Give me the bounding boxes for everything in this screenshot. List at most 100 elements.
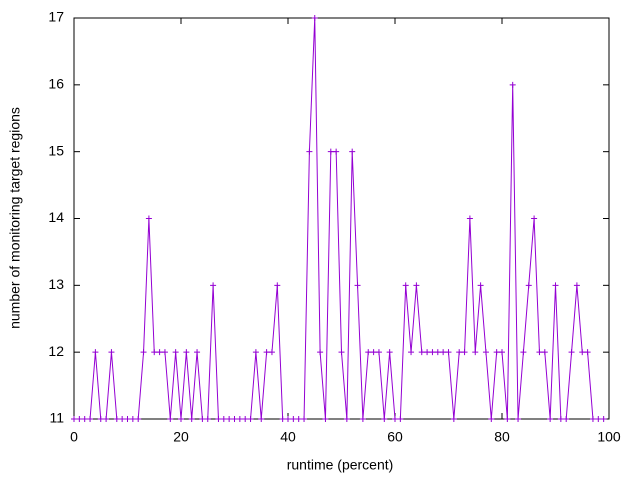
x-tick-label: 80 xyxy=(494,429,510,445)
point-marker xyxy=(600,416,607,422)
point-marker xyxy=(71,416,77,422)
point-marker xyxy=(178,416,184,422)
point-marker xyxy=(579,349,586,356)
point-marker xyxy=(584,349,591,356)
point-marker xyxy=(215,416,222,422)
point-marker xyxy=(595,416,602,422)
x-tick-label: 100 xyxy=(597,429,621,445)
point-marker xyxy=(279,416,286,422)
point-marker xyxy=(140,349,147,356)
point-marker xyxy=(108,349,115,356)
x-tick-label: 20 xyxy=(173,429,189,445)
y-axis-label: number of monitoring target regions xyxy=(7,107,23,329)
y-tick-label: 15 xyxy=(48,142,64,158)
point-marker xyxy=(87,416,94,422)
point-marker xyxy=(343,416,350,422)
point-marker xyxy=(263,349,270,356)
point-marker xyxy=(327,148,334,155)
point-marker xyxy=(370,349,377,356)
point-marker xyxy=(161,349,168,356)
point-marker xyxy=(509,81,516,88)
point-marker xyxy=(92,349,99,356)
point-marker xyxy=(472,349,479,356)
point-marker xyxy=(247,416,254,422)
point-marker xyxy=(499,349,505,356)
point-marker xyxy=(402,282,409,289)
point-marker xyxy=(220,416,227,422)
point-marker xyxy=(231,416,238,422)
point-marker xyxy=(424,349,431,356)
point-marker xyxy=(199,416,206,422)
point-marker xyxy=(386,349,393,356)
point-marker xyxy=(365,349,372,356)
point-marker xyxy=(129,416,136,422)
point-marker xyxy=(124,416,131,422)
point-marker xyxy=(515,416,522,422)
point-marker xyxy=(525,282,532,289)
point-marker xyxy=(268,349,275,356)
point-marker xyxy=(135,416,142,422)
point-marker xyxy=(97,416,104,422)
point-marker xyxy=(210,282,217,289)
point-marker xyxy=(274,282,281,289)
point-marker xyxy=(103,416,110,422)
point-marker xyxy=(183,349,190,356)
point-marker xyxy=(333,148,340,155)
y-tick-label: 13 xyxy=(48,276,64,292)
point-marker xyxy=(450,416,457,422)
point-marker xyxy=(397,416,404,422)
point-marker xyxy=(541,349,548,356)
point-marker xyxy=(568,349,575,356)
point-marker xyxy=(573,282,580,289)
point-marker xyxy=(306,148,313,155)
point-marker xyxy=(258,416,265,422)
point-marker xyxy=(167,416,174,422)
point-marker xyxy=(236,416,243,422)
point-marker xyxy=(466,215,473,222)
point-marker xyxy=(156,349,163,356)
y-tick-label: 17 xyxy=(48,9,64,25)
point-marker xyxy=(145,215,152,222)
point-marker xyxy=(242,416,249,422)
y-tick-label: 16 xyxy=(48,76,64,92)
point-marker xyxy=(226,416,233,422)
point-marker xyxy=(349,148,356,155)
point-marker xyxy=(440,349,447,356)
point-marker xyxy=(531,215,538,222)
point-marker xyxy=(482,349,489,356)
point-marker xyxy=(375,349,382,356)
point-marker xyxy=(81,416,88,422)
point-marker xyxy=(552,282,559,289)
point-marker xyxy=(418,349,425,356)
x-tick-label: 40 xyxy=(280,429,296,445)
x-tick-label: 0 xyxy=(70,429,78,445)
point-marker xyxy=(504,416,511,422)
y-tick-label: 12 xyxy=(48,343,64,359)
y-tick-label: 11 xyxy=(49,410,64,426)
x-axis-label: runtime (percent) xyxy=(287,457,394,473)
point-marker xyxy=(461,349,468,356)
point-marker xyxy=(434,349,441,356)
point-marker xyxy=(194,349,201,356)
point-marker xyxy=(536,349,543,356)
point-marker xyxy=(381,416,388,422)
point-marker xyxy=(445,349,452,356)
point-marker xyxy=(204,416,211,422)
point-marker xyxy=(338,349,345,356)
point-marker xyxy=(322,416,329,422)
point-marker xyxy=(311,15,318,21)
point-marker xyxy=(589,416,596,422)
point-marker xyxy=(493,349,500,356)
point-marker xyxy=(563,416,570,422)
point-marker xyxy=(429,349,436,356)
point-marker xyxy=(456,349,463,356)
point-marker xyxy=(172,349,179,356)
point-marker xyxy=(317,349,324,356)
point-marker xyxy=(295,416,302,422)
point-marker xyxy=(285,416,291,422)
point-marker xyxy=(408,349,415,356)
point-marker xyxy=(301,416,308,422)
point-marker xyxy=(354,282,361,289)
plot-border xyxy=(73,17,610,420)
